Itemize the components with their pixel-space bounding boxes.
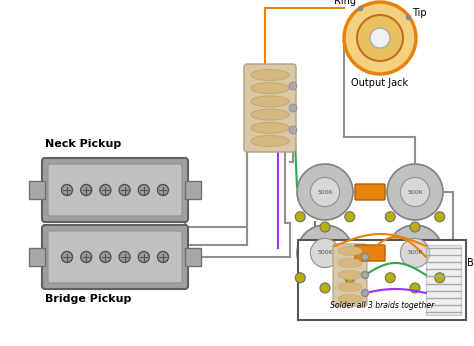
Text: Tip: Tip [412, 8, 427, 18]
FancyBboxPatch shape [48, 164, 182, 216]
Circle shape [410, 222, 420, 232]
Circle shape [362, 272, 368, 279]
Circle shape [295, 212, 305, 222]
Text: Bridge/Ground: Bridge/Ground [467, 258, 474, 268]
Circle shape [320, 283, 330, 293]
Circle shape [385, 273, 395, 283]
Circle shape [435, 212, 445, 222]
Bar [29, 181, 45, 199]
Circle shape [100, 252, 111, 263]
Text: 500K: 500K [407, 251, 423, 255]
Circle shape [435, 273, 445, 283]
Circle shape [138, 252, 149, 263]
Text: Solder all 3 braids together: Solder all 3 braids together [330, 301, 434, 310]
Bar [426, 245, 461, 315]
Circle shape [119, 252, 130, 263]
Text: 500K: 500K [407, 190, 423, 194]
Circle shape [62, 184, 73, 195]
Circle shape [81, 252, 91, 263]
Text: Output Jack: Output Jack [351, 78, 409, 88]
Ellipse shape [251, 83, 289, 94]
Ellipse shape [251, 136, 289, 146]
Circle shape [387, 164, 443, 220]
Circle shape [401, 238, 429, 267]
Circle shape [357, 15, 403, 61]
Ellipse shape [251, 70, 289, 81]
Ellipse shape [251, 96, 289, 107]
FancyBboxPatch shape [355, 245, 385, 261]
FancyBboxPatch shape [355, 184, 385, 200]
Circle shape [62, 252, 73, 263]
Circle shape [297, 164, 353, 220]
Circle shape [320, 222, 330, 232]
Circle shape [289, 82, 297, 90]
Circle shape [81, 184, 91, 195]
Circle shape [345, 212, 355, 222]
Circle shape [297, 225, 353, 281]
FancyBboxPatch shape [48, 231, 182, 283]
Circle shape [157, 184, 168, 195]
Ellipse shape [251, 109, 289, 120]
Ellipse shape [338, 294, 362, 303]
Circle shape [119, 184, 130, 195]
Text: 500K: 500K [317, 251, 333, 255]
Circle shape [370, 28, 390, 48]
Bar [298, 240, 466, 320]
Circle shape [362, 254, 368, 261]
Circle shape [289, 104, 297, 112]
Bar [185, 248, 201, 266]
Bar [29, 248, 45, 266]
Circle shape [362, 290, 368, 297]
Ellipse shape [338, 282, 362, 291]
Circle shape [401, 177, 429, 207]
Circle shape [310, 177, 339, 207]
Ellipse shape [251, 122, 289, 133]
Circle shape [289, 126, 297, 134]
FancyBboxPatch shape [42, 158, 188, 222]
Text: 500K: 500K [317, 190, 333, 194]
Ellipse shape [338, 258, 362, 267]
Circle shape [157, 252, 168, 263]
Ellipse shape [338, 271, 362, 280]
Circle shape [100, 184, 111, 195]
Bar [185, 181, 201, 199]
Text: Bridge Pickup: Bridge Pickup [45, 294, 131, 304]
FancyBboxPatch shape [333, 244, 367, 306]
Circle shape [410, 283, 420, 293]
Circle shape [310, 238, 339, 267]
Circle shape [138, 184, 149, 195]
Circle shape [385, 212, 395, 222]
Circle shape [344, 2, 416, 74]
Circle shape [387, 225, 443, 281]
Text: Ring: Ring [334, 0, 356, 6]
Circle shape [345, 273, 355, 283]
Text: Neck Pickup: Neck Pickup [45, 139, 121, 149]
FancyBboxPatch shape [244, 64, 296, 152]
Ellipse shape [338, 246, 362, 255]
FancyBboxPatch shape [42, 225, 188, 289]
Circle shape [295, 273, 305, 283]
